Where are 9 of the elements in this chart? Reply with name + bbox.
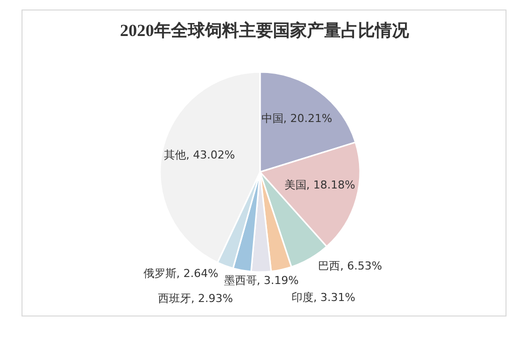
slice-label: 西班牙, 2.93% — [158, 292, 233, 305]
slice-label: 中国, 20.21% — [261, 112, 332, 126]
slice-label: 巴西, 6.53% — [318, 259, 382, 272]
slice-label: 墨西哥, 3.19% — [224, 274, 299, 287]
slice-label: 俄罗斯, 2.64% — [143, 267, 218, 280]
chart-title: 2020年全球饲料主要国家产量占比情况 — [120, 21, 410, 40]
slice-label: 其他, 43.02% — [164, 148, 235, 162]
slice-label: 印度, 3.31% — [291, 291, 356, 304]
slice-label: 美国, 18.18% — [284, 178, 356, 192]
